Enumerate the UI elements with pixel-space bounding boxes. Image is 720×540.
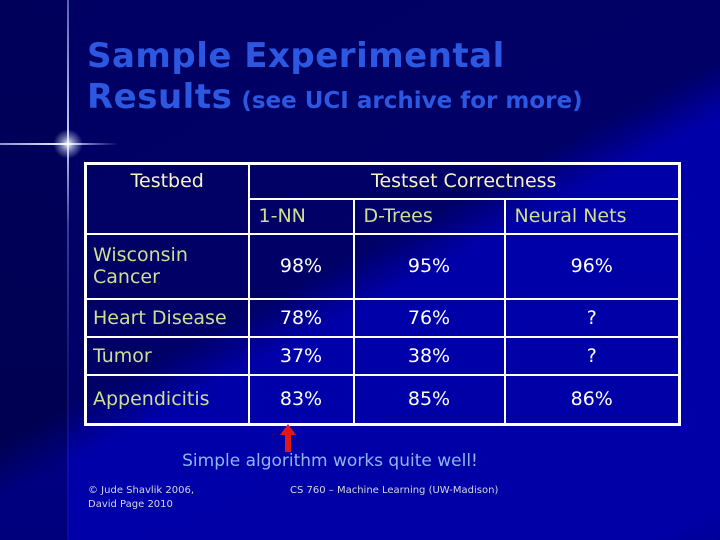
star-glint-icon <box>52 128 84 160</box>
cell-value: 38% <box>352 335 506 376</box>
cell-value: 37% <box>247 335 355 376</box>
cell-value: 86% <box>503 373 681 426</box>
title-line1: Sample Experimental <box>87 36 505 76</box>
cell-value: 95% <box>352 232 506 300</box>
table-row: Heart Disease 78% 76% ? <box>84 297 681 338</box>
table-corner-header: Testbed <box>84 162 250 235</box>
row-label: Tumor <box>84 335 250 376</box>
cell-value: 85% <box>352 373 506 426</box>
up-arrow-icon <box>280 424 296 453</box>
cell-value: 83% <box>247 373 355 426</box>
callout-text: Simple algorithm works quite well! <box>182 451 478 471</box>
title-line2: Results <box>87 77 233 118</box>
table-row: Appendicitis 83% 85% 86% <box>84 373 681 426</box>
up-arrow-shaft <box>285 435 291 452</box>
row-label: Heart Disease <box>84 297 250 338</box>
table-row: Wisconsin Cancer 98% 95% 96% <box>84 232 681 300</box>
column-header-1nn: 1-NN <box>247 197 355 235</box>
table-row: Tumor 37% 38% ? <box>84 335 681 376</box>
footer-credit-line1: © Jude Shavlik 2006, <box>88 485 195 496</box>
row-label: Appendicitis <box>84 373 250 426</box>
cell-value: 78% <box>247 297 355 338</box>
footer-credit-line2: David Page 2010 <box>88 499 173 510</box>
column-header-dtrees: D-Trees <box>352 197 506 235</box>
cell-value: ? <box>503 297 681 338</box>
footer-credits: © Jude Shavlik 2006, David Page 2010 <box>88 484 194 512</box>
cell-value: 98% <box>247 232 355 300</box>
title-suffix: (see UCI archive for more) <box>241 88 583 115</box>
footer-course-label: CS 760 – Machine Learning (UW-Madison) <box>290 485 499 496</box>
cell-value: 76% <box>352 297 506 338</box>
vertical-accent-line <box>67 0 69 540</box>
left-accent-band <box>0 0 68 540</box>
results-table: Testbed Testset Correctness 1-NN D-Trees… <box>84 162 681 426</box>
row-label: Wisconsin Cancer <box>84 232 250 300</box>
slide-title: Sample Experimental Results (see UCI arch… <box>87 36 583 119</box>
up-arrow-head <box>280 424 296 435</box>
cell-value: 96% <box>503 232 681 300</box>
cell-value: ? <box>503 335 681 376</box>
table-group-header: Testset Correctness <box>247 162 681 200</box>
column-header-neural-nets: Neural Nets <box>503 197 681 235</box>
